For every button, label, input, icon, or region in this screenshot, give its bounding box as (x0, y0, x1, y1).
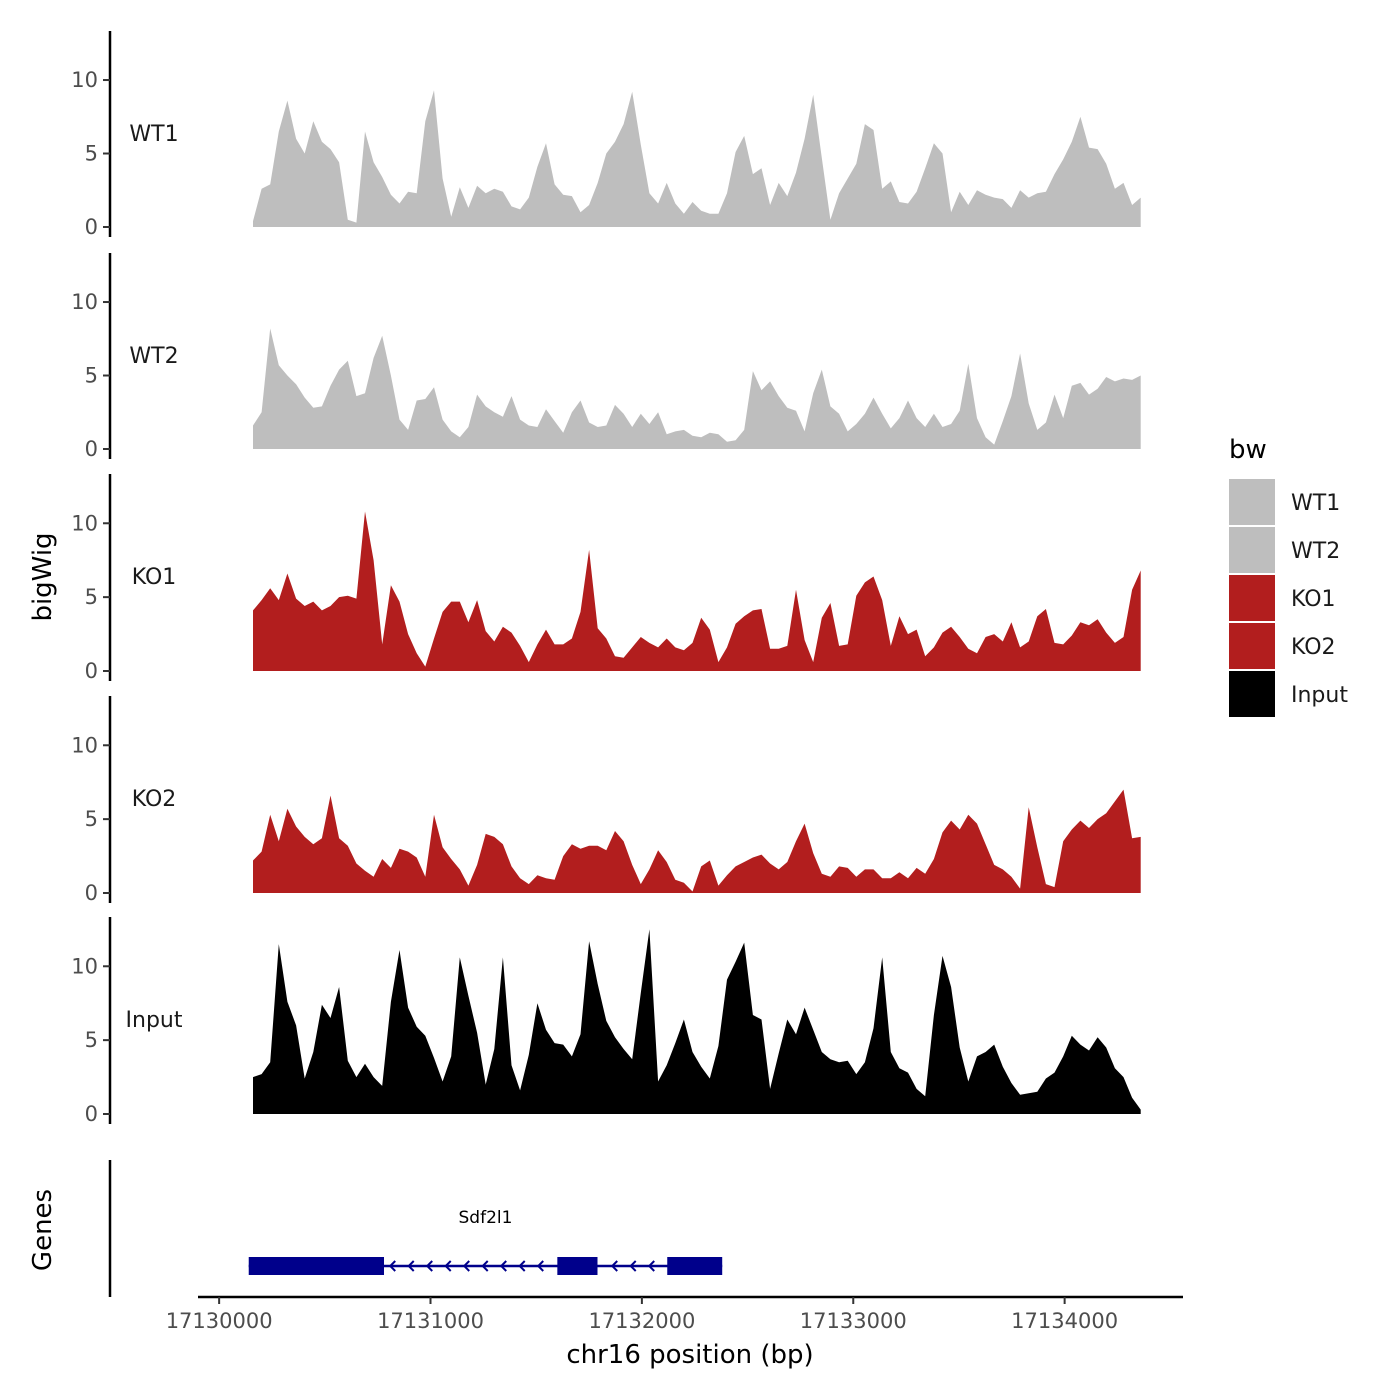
x-tick-label-17134000: 17134000 (1011, 1309, 1118, 1333)
y-tick-label-wt1-0: 0 (85, 215, 98, 239)
gene-strand-arrow (499, 1260, 507, 1272)
gene-strand-arrow (425, 1260, 433, 1272)
y-tick-label-ko1-5: 5 (85, 585, 98, 609)
area-ko2 (253, 789, 1141, 893)
x-tick-label-17132000: 17132000 (588, 1309, 695, 1333)
legend-swatch-wt2 (1229, 527, 1275, 573)
area-wt2 (253, 328, 1141, 449)
gene-strand-arrow (610, 1260, 618, 1272)
gene-strand-arrow (388, 1260, 396, 1272)
track-label-ko2: KO2 (132, 787, 177, 812)
track-label-input: Input (126, 1008, 183, 1033)
y-tick-label-ko2-0: 0 (85, 881, 98, 905)
y-axis-title: bigWig (28, 532, 58, 621)
area-input (253, 929, 1141, 1114)
y-tick-label-input-5: 5 (85, 1028, 98, 1052)
y-tick-label-wt1-5: 5 (85, 142, 98, 166)
area-wt1 (253, 90, 1141, 227)
track-label-wt1: WT1 (129, 122, 178, 147)
gene-label-sdf2l1: Sdf2l1 (459, 1208, 513, 1228)
y-tick-label-input-10: 10 (71, 954, 98, 978)
area-ko1 (253, 511, 1141, 671)
gene-strand-arrow (518, 1260, 526, 1272)
gene-strand-arrow (444, 1260, 452, 1272)
legend-label-ko2: KO2 (1291, 635, 1336, 660)
y-tick-label-ko2-10: 10 (71, 733, 98, 757)
legend-label-input: Input (1291, 683, 1348, 708)
gene-exon-sdf2l1-3 (667, 1257, 723, 1275)
legend-swatch-wt1 (1229, 479, 1275, 525)
gene-strand-arrow (647, 1260, 655, 1272)
gene-exon-sdf2l1-2 (557, 1257, 598, 1275)
gene-strand-arrow (462, 1260, 470, 1272)
y-tick-label-wt2-0: 0 (85, 437, 98, 461)
x-tick-label-17130000: 17130000 (166, 1309, 273, 1333)
y-tick-label-wt2-5: 5 (85, 364, 98, 388)
legend-label-wt1: WT1 (1291, 491, 1340, 516)
legend-title: bw (1229, 435, 1267, 465)
legend-swatch-ko1 (1229, 575, 1275, 621)
y-tick-label-ko1-0: 0 (85, 659, 98, 683)
gene-strand-arrow (629, 1260, 637, 1272)
gene-strand-arrow (481, 1260, 489, 1272)
legend-label-wt2: WT2 (1291, 539, 1340, 564)
y-tick-label-input-0: 0 (85, 1102, 98, 1126)
legend-swatch-input (1229, 671, 1275, 717)
x-axis-title: chr16 position (bp) (566, 1340, 813, 1370)
y-tick-label-ko1-10: 10 (71, 511, 98, 535)
track-label-wt2: WT2 (129, 344, 178, 369)
track-label-ko1: KO1 (132, 565, 177, 590)
legend-label-ko1: KO1 (1291, 587, 1336, 612)
y-tick-label-ko2-5: 5 (85, 807, 98, 831)
gene-exon-sdf2l1-1 (248, 1257, 385, 1275)
gene-strand-arrow (536, 1260, 544, 1272)
x-tick-label-17131000: 17131000 (377, 1309, 484, 1333)
y-tick-label-wt2-10: 10 (71, 290, 98, 314)
legend-swatch-ko2 (1229, 623, 1275, 669)
gene-strand-arrow (407, 1260, 415, 1272)
genes-axis-title: Genes (28, 1189, 58, 1271)
x-tick-label-17133000: 17133000 (800, 1309, 907, 1333)
y-tick-label-wt1-10: 10 (71, 68, 98, 92)
